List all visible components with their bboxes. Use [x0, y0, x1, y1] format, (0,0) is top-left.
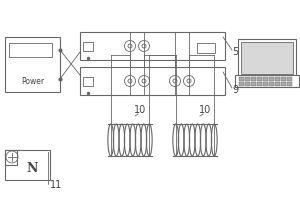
Bar — [245, 82, 250, 86]
Text: N: N — [27, 162, 38, 174]
Bar — [239, 77, 244, 80]
Bar — [269, 77, 274, 80]
Text: 10: 10 — [134, 105, 146, 115]
Bar — [269, 82, 274, 86]
Bar — [251, 77, 256, 80]
Bar — [275, 77, 280, 80]
Bar — [5, 150, 17, 165]
Bar — [5, 150, 50, 180]
Bar — [241, 42, 293, 74]
Bar — [5, 37, 60, 92]
Bar — [245, 77, 250, 80]
Bar — [257, 82, 262, 86]
Bar — [287, 82, 292, 86]
Bar — [83, 77, 93, 86]
Bar — [83, 42, 93, 51]
Bar — [251, 82, 256, 86]
Bar — [238, 39, 296, 77]
Bar — [287, 77, 292, 80]
Text: 9: 9 — [232, 85, 238, 95]
Text: 11: 11 — [50, 180, 62, 190]
Text: 5: 5 — [232, 47, 238, 57]
Bar — [197, 43, 215, 53]
Bar — [263, 77, 268, 80]
Bar — [263, 82, 268, 86]
Text: 10: 10 — [199, 105, 211, 115]
Text: Power: Power — [21, 77, 44, 86]
Bar — [275, 82, 280, 86]
Bar — [235, 75, 299, 87]
Bar — [239, 82, 244, 86]
Bar — [9, 43, 52, 57]
Bar — [80, 67, 225, 95]
Bar — [281, 77, 286, 80]
Bar — [281, 82, 286, 86]
Bar — [257, 77, 262, 80]
Bar — [80, 32, 225, 60]
